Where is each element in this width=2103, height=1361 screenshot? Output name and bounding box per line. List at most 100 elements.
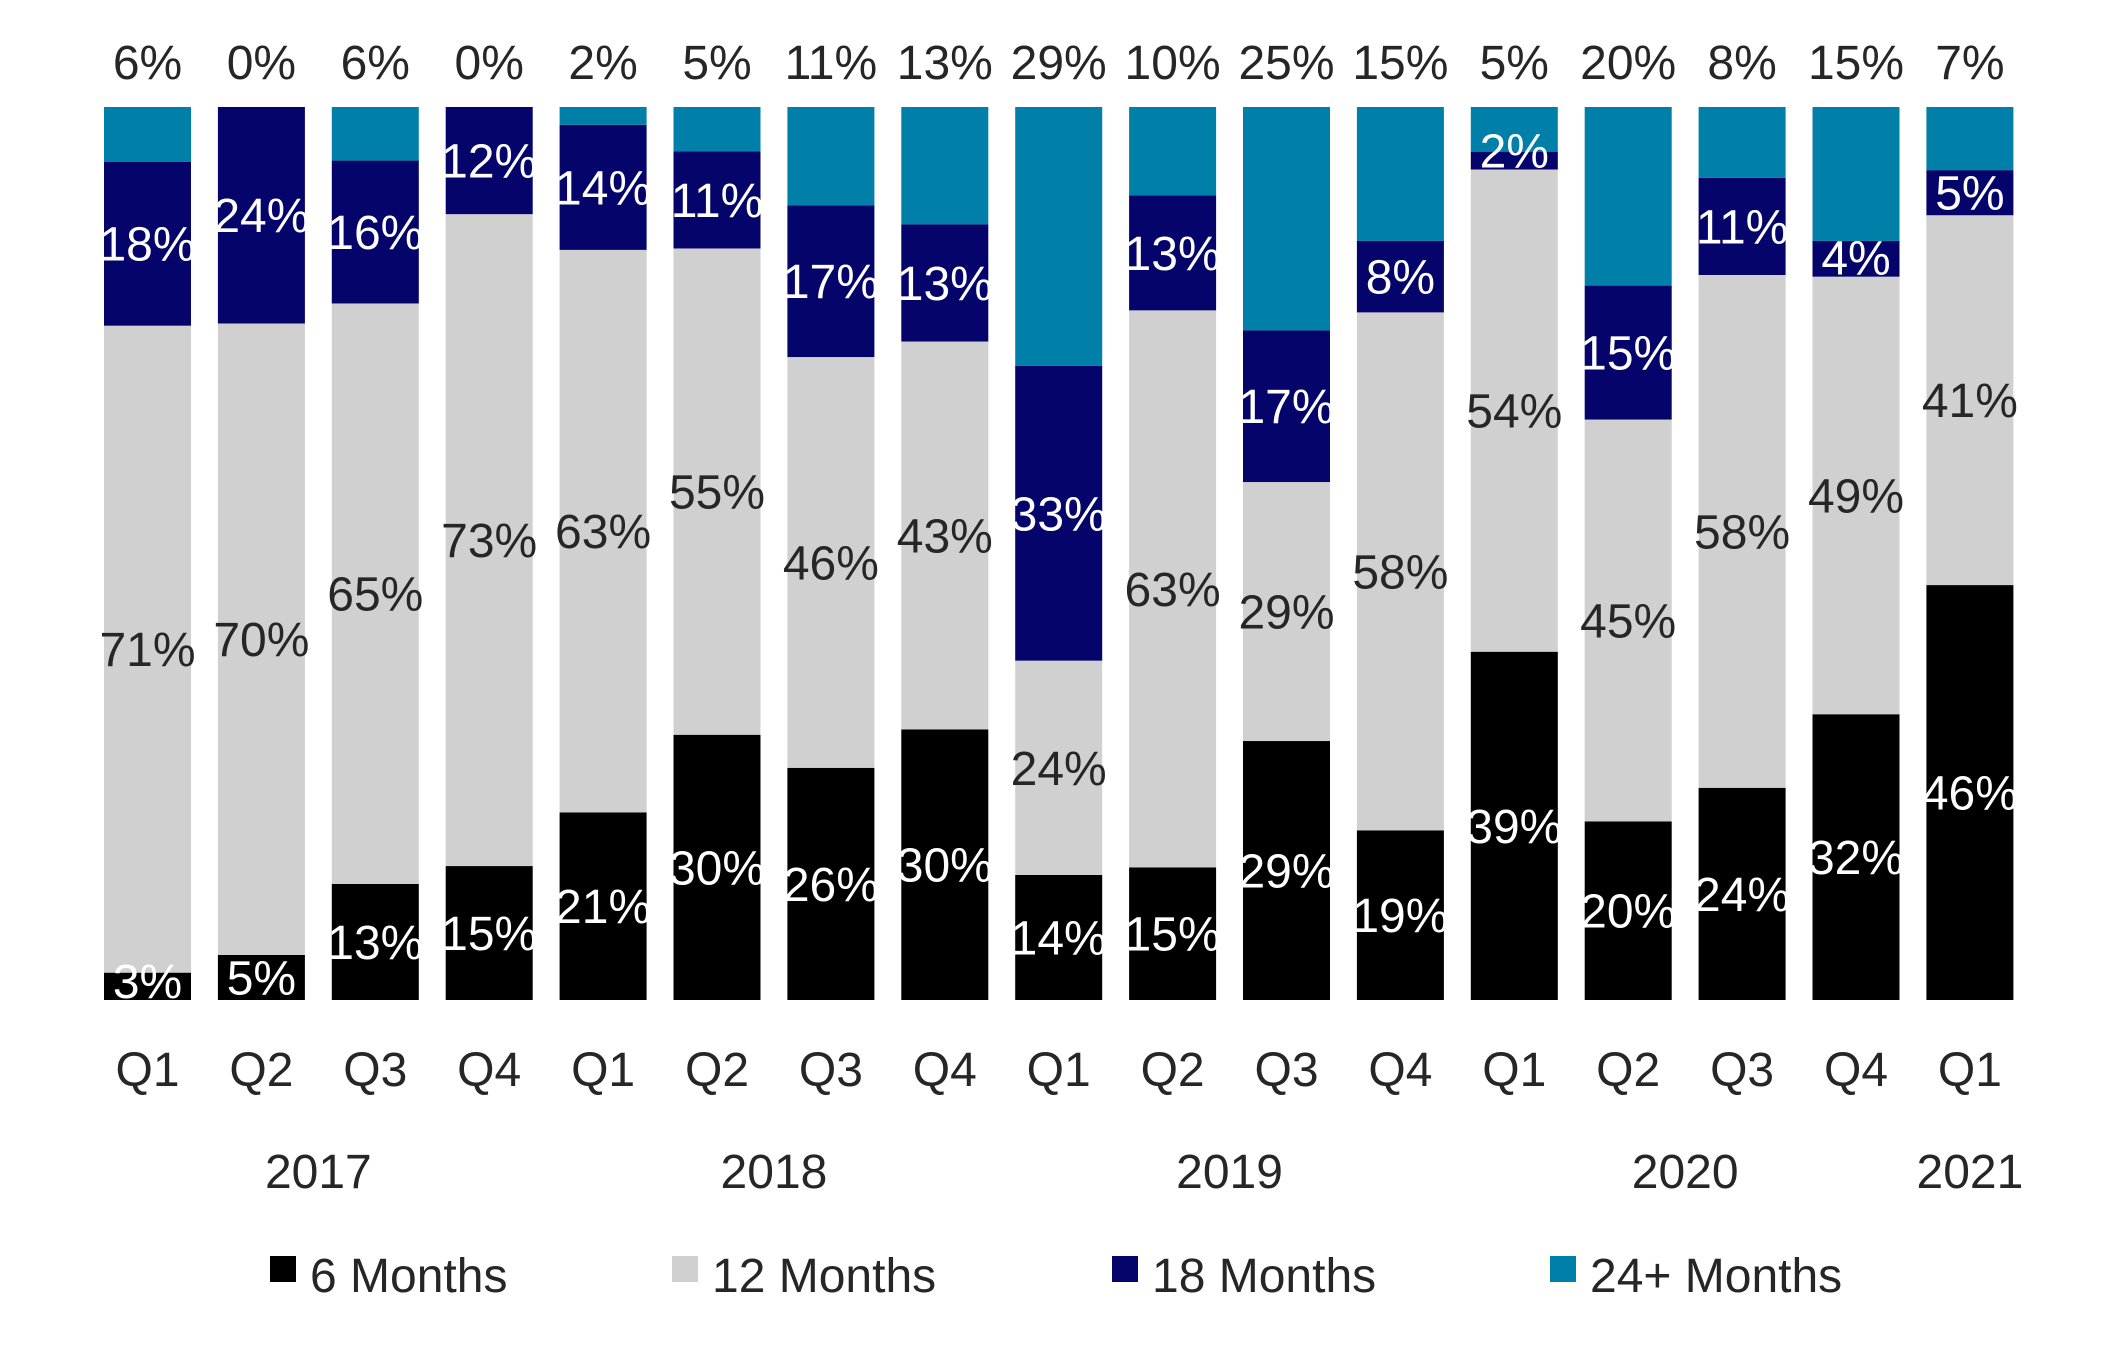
data-label-1-15: 24% [1694, 869, 1790, 922]
bar-segment-4-10 [1129, 107, 1217, 196]
data-label-4-10: 10% [1125, 37, 1221, 90]
x-tick-label-4: Q4 [457, 1044, 521, 1097]
data-label-1-9: 14% [1011, 912, 1107, 965]
bar-segment-3-11 [1243, 330, 1330, 483]
legend-label-1: 6 Months [310, 1250, 507, 1303]
bar-segment-2-2 [217, 323, 305, 955]
legend-swatch-2 [672, 1256, 698, 1282]
x-tick-label-14: Q2 [1596, 1044, 1660, 1097]
year-label-2020: 2020 [1632, 1146, 1739, 1199]
bar-segment-2-9 [1015, 660, 1103, 875]
bar-segment-4-7 [787, 107, 875, 206]
bar-segment-3-2 [217, 107, 305, 324]
bar-segment-1-12 [1356, 830, 1444, 1000]
data-label-2-14: 45% [1580, 595, 1676, 648]
data-label-3-6: 11% [671, 175, 764, 228]
data-label-1-14: 20% [1580, 886, 1676, 939]
data-label-3-13: 2% [1480, 126, 1549, 179]
data-label-3-2: 24% [213, 190, 309, 243]
bar-segment-1-11 [1243, 741, 1330, 1000]
data-label-2-17: 41% [1922, 375, 2018, 428]
bar-segment-1-17 [1926, 585, 2014, 1000]
data-label-2-8: 43% [897, 510, 993, 563]
data-label-3-3: 16% [327, 207, 423, 260]
legend: 6 Months 12 Months 18 Months 24+ Months [270, 1250, 1842, 1303]
data-label-1-13: 39% [1466, 801, 1562, 854]
bar-segment-4-13 [1470, 107, 1558, 152]
bar-segment-3-6 [673, 151, 761, 249]
bar-segment-1-4 [445, 866, 533, 1000]
data-label-1-11: 29% [1238, 846, 1334, 899]
bar-segment-4-15 [1698, 107, 1786, 178]
bar-segment-4-11 [1243, 107, 1330, 331]
data-label-2-5: 63% [555, 506, 651, 559]
data-label-2-2: 70% [213, 614, 309, 667]
data-label-3-5: 14% [555, 162, 651, 215]
x-tick-label-10: Q2 [1141, 1044, 1205, 1097]
data-label-4-14: 20% [1580, 37, 1676, 90]
data-label-3-16: 4% [1821, 233, 1890, 286]
data-label-1-17: 46% [1922, 768, 2018, 821]
data-label-2-13: 54% [1466, 386, 1562, 439]
bar-segment-3-12 [1356, 240, 1444, 313]
bar-segment-1-8 [901, 729, 989, 1000]
legend-swatch-4 [1550, 1256, 1576, 1282]
bar-segment-2-8 [901, 341, 989, 730]
bar-segment-2-15 [1698, 274, 1786, 788]
bar-segment-2-1 [104, 325, 191, 973]
data-label-3-8: 13% [897, 258, 993, 311]
bar-segment-1-10 [1129, 867, 1217, 1000]
bar-segment-2-14 [1584, 419, 1672, 822]
data-label-3-15: 11% [1696, 201, 1789, 254]
x-tick-labels: Q1 Q2 Q3 Q4 Q1 Q2 Q3 Q4 Q1 Q2 Q3 Q4 Q1 Q2 Q3 Q4 Q1 [115, 1044, 2001, 1097]
data-label-4-2: 0% [227, 37, 296, 90]
x-tick-label-17: Q1 [1938, 1044, 2002, 1097]
data-label-1-10: 15% [1125, 909, 1221, 962]
x-tick-label-12: Q4 [1368, 1044, 1432, 1097]
data-label-3-11: 17% [1238, 381, 1334, 434]
bar-segment-3-1 [104, 161, 191, 326]
year-label-2018: 2018 [721, 1146, 828, 1199]
bar-segment-2-16 [1812, 276, 1900, 715]
data-label-2-4: 73% [441, 515, 537, 568]
year-labels: 2017 2018 2019 2020 2021 [265, 1146, 2023, 1199]
data-label-4-12: 15% [1352, 37, 1448, 90]
x-tick-label-11: Q3 [1254, 1044, 1318, 1097]
data-label-3-10: 13% [1125, 228, 1221, 281]
data-label-1-5: 21% [555, 881, 651, 934]
bar-segment-2-4 [445, 214, 533, 867]
x-tick-label-3: Q3 [343, 1044, 407, 1097]
data-label-3-7: 17% [783, 256, 879, 309]
bar-segment-4-14 [1584, 107, 1672, 286]
bar-segment-3-8 [901, 224, 989, 342]
data-label-4-16: 15% [1808, 37, 1904, 90]
data-label-4-3: 6% [341, 37, 410, 90]
bar-segment-1-2 [217, 954, 305, 1000]
bar-segment-4-6 [673, 107, 761, 152]
data-label-2-6: 55% [669, 467, 765, 520]
data-label-2-11: 29% [1238, 587, 1334, 640]
x-tick-label-16: Q4 [1824, 1044, 1888, 1097]
bar-segment-1-14 [1584, 821, 1672, 1000]
bar-segment-3-5 [559, 124, 647, 250]
legend-swatch-3 [1112, 1256, 1138, 1282]
data-labels-group: 3% 71% 18% 6% 5% 70% 24% 0% 13% 65% 16% 6% 15% 73% 12%… [99, 37, 2017, 1009]
data-label-4-4: 0% [455, 37, 524, 90]
bar-segment-3-7 [787, 205, 875, 358]
bar-segment-1-6 [673, 734, 761, 1000]
legend-label-3: 18 Months [1152, 1250, 1376, 1303]
x-tick-label-1: Q1 [115, 1044, 179, 1097]
data-label-1-1: 3% [113, 956, 182, 1009]
bar-segment-3-9 [1015, 365, 1103, 661]
bar-segment-4-3 [331, 107, 419, 161]
data-label-2-7: 46% [783, 537, 879, 590]
data-label-1-6: 30% [669, 842, 765, 895]
data-label-2-16: 49% [1808, 470, 1904, 523]
bar-segment-1-13 [1470, 651, 1558, 1000]
bar-segment-4-1 [104, 107, 191, 162]
x-tick-label-13: Q1 [1482, 1044, 1546, 1097]
bar-segment-4-16 [1812, 107, 1900, 241]
x-tick-label-5: Q1 [571, 1044, 635, 1097]
bar-segment-2-11 [1243, 482, 1330, 742]
